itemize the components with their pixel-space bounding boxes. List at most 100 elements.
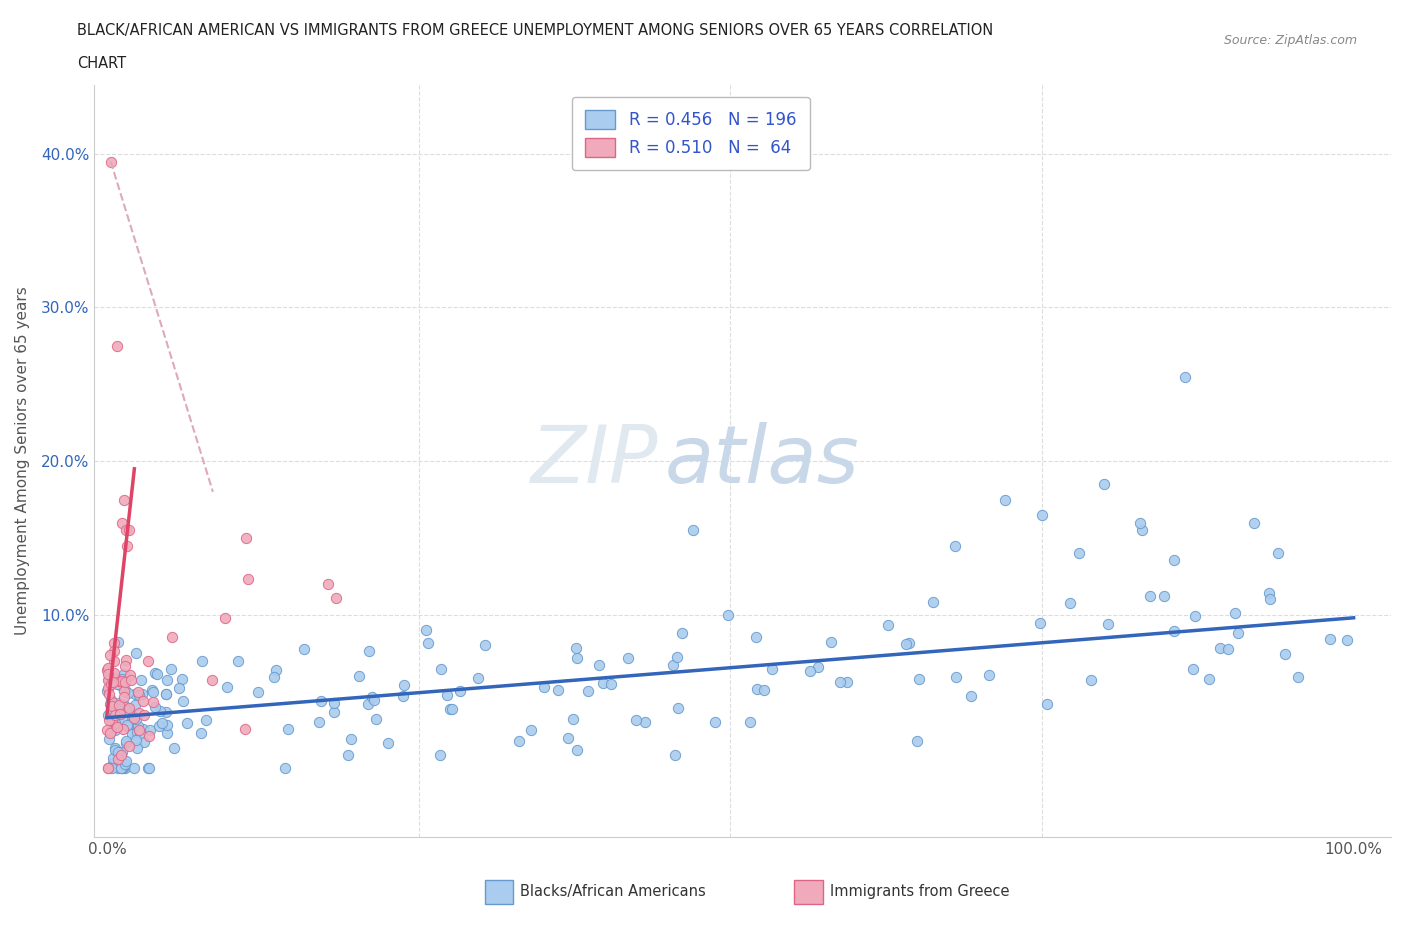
Point	[136, 761, 159, 776]
Point	[1130, 523, 1153, 538]
Point	[110, 761, 132, 776]
Point	[357, 644, 380, 658]
Point	[114, 658, 136, 673]
Point	[108, 707, 131, 722]
Point	[752, 683, 775, 698]
Point	[131, 686, 153, 701]
Point	[104, 723, 127, 737]
Point	[110, 761, 132, 776]
Point	[318, 577, 340, 591]
Point	[557, 730, 579, 745]
Point	[993, 492, 1015, 507]
Point	[214, 610, 236, 625]
Point	[308, 714, 330, 729]
Legend: R = 0.456   N = 196, R = 0.510   N =  64: R = 0.456 N = 196, R = 0.510 N = 64	[572, 97, 810, 170]
Point	[143, 666, 166, 681]
Point	[122, 761, 145, 776]
Point	[112, 689, 135, 704]
Point	[576, 684, 599, 698]
Text: Source: ZipAtlas.com: Source: ZipAtlas.com	[1223, 34, 1357, 47]
Point	[115, 538, 138, 553]
Point	[1218, 642, 1240, 657]
Point	[176, 715, 198, 730]
Point	[190, 726, 212, 741]
Point	[105, 676, 128, 691]
Point	[1153, 589, 1175, 604]
Point	[156, 725, 179, 740]
Point	[1129, 516, 1152, 531]
Point	[1336, 633, 1358, 648]
Point	[107, 761, 129, 776]
Point	[377, 736, 399, 751]
Point	[704, 714, 727, 729]
Point	[1209, 641, 1232, 656]
Point	[263, 670, 285, 684]
Point	[103, 654, 125, 669]
Point	[592, 675, 614, 690]
Point	[876, 618, 898, 632]
Point	[118, 523, 141, 538]
Point	[111, 698, 134, 713]
Point	[115, 736, 138, 751]
Point	[148, 719, 170, 734]
Point	[108, 696, 131, 711]
Point	[112, 761, 135, 776]
Point	[200, 673, 222, 688]
Point	[337, 748, 360, 763]
Point	[1097, 616, 1119, 631]
Point	[100, 693, 122, 708]
Point	[117, 685, 139, 700]
Point	[118, 700, 141, 715]
Point	[745, 682, 768, 697]
Point	[392, 677, 415, 692]
Point	[1059, 596, 1081, 611]
Point	[118, 667, 141, 682]
Point	[418, 635, 440, 650]
Point	[114, 733, 136, 748]
Point	[128, 705, 150, 720]
Point	[837, 674, 859, 689]
Point	[97, 667, 120, 682]
Point	[547, 683, 569, 698]
Point	[125, 724, 148, 739]
Point	[155, 687, 177, 702]
Point	[565, 742, 588, 757]
Point	[520, 723, 543, 737]
Point	[108, 673, 131, 688]
Point	[717, 607, 740, 622]
Point	[429, 747, 451, 762]
Point	[107, 745, 129, 760]
Point	[820, 634, 842, 649]
Point	[1069, 546, 1091, 561]
Point	[124, 731, 146, 746]
Point	[107, 751, 129, 766]
Point	[125, 645, 148, 660]
Point	[392, 688, 415, 703]
Point	[235, 530, 257, 545]
Point	[115, 718, 138, 733]
Point	[1031, 508, 1053, 523]
Point	[115, 718, 138, 733]
Point	[98, 697, 121, 711]
Point	[1184, 609, 1206, 624]
Point	[664, 748, 686, 763]
Point	[247, 684, 270, 699]
Point	[105, 720, 128, 735]
Point	[122, 711, 145, 725]
Point	[128, 723, 150, 737]
Point	[97, 672, 120, 687]
Point	[107, 634, 129, 649]
Point	[745, 629, 768, 644]
Point	[98, 732, 121, 747]
Point	[1258, 591, 1281, 606]
Point	[104, 743, 127, 758]
Point	[439, 701, 461, 716]
Point	[115, 653, 138, 668]
Point	[191, 653, 214, 668]
Point	[226, 654, 249, 669]
Point	[101, 674, 124, 689]
Point	[114, 683, 136, 698]
Point	[98, 686, 121, 701]
Point	[364, 711, 387, 726]
Point	[665, 649, 688, 664]
